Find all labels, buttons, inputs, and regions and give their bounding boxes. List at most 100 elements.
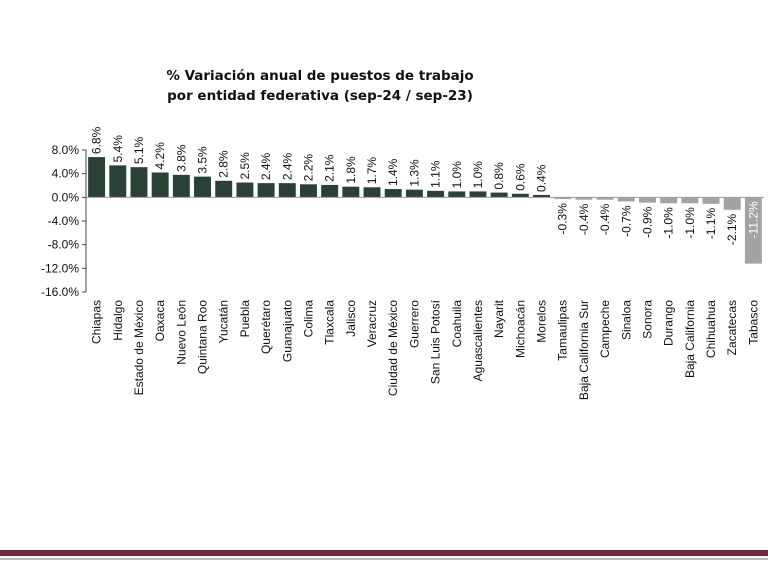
bar [130, 167, 148, 198]
bar [490, 192, 508, 198]
data-label: 3.5% [196, 146, 210, 174]
footer-band [0, 550, 768, 556]
category-label: Nayarit [492, 299, 506, 338]
bar [342, 186, 360, 198]
category-label: Sinaloa [619, 300, 633, 340]
bar [384, 189, 402, 198]
y-tick-label: -8.0% [48, 238, 80, 252]
data-label: -11.2% [746, 201, 760, 238]
category-label: Michoacán [513, 300, 527, 358]
data-label: 1.7% [365, 157, 379, 185]
bar [723, 197, 741, 210]
data-label: 6.8% [90, 126, 104, 154]
data-label: -0.7% [619, 205, 633, 237]
data-label: 2.8% [217, 150, 231, 178]
data-label: -1.0% [683, 207, 697, 239]
chart-title-line-1: % Variación anual de puestos de trabajo [166, 68, 474, 84]
category-label: Tamaulipas [556, 300, 570, 361]
category-label: Tabasco [746, 300, 760, 345]
bar [215, 180, 233, 198]
category-label: Veracruz [365, 300, 379, 347]
category-label: San Luis Potosí [429, 299, 443, 384]
category-label: Oaxaca [153, 300, 167, 342]
bar [596, 197, 614, 200]
bar [511, 193, 529, 198]
category-label: Baja California Sur [577, 300, 591, 400]
data-label: 3.8% [174, 144, 188, 172]
data-label: 1.4% [386, 158, 400, 186]
y-tick-label: 4.0% [52, 167, 80, 181]
bar [744, 197, 762, 264]
bar [172, 174, 190, 198]
category-label: Colima [301, 300, 315, 338]
data-label: 1.0% [471, 161, 485, 189]
bar [109, 165, 127, 198]
data-label: 1.1% [429, 160, 443, 188]
bar [554, 197, 572, 200]
category-label: Campeche [598, 300, 612, 358]
bar [363, 187, 381, 198]
category-label: Coahuila [450, 300, 464, 348]
bar [702, 197, 720, 204]
bar [448, 191, 466, 198]
bar [321, 184, 339, 198]
chart-title: % Variación anual de puestos de trabajo … [150, 66, 490, 106]
category-label: Querétaro [259, 300, 273, 354]
category-label: Guanajuato [280, 300, 294, 362]
category-label: Baja California [683, 300, 697, 378]
bar [257, 183, 275, 198]
data-label: 0.4% [535, 164, 549, 192]
y-tick-label: -4.0% [48, 214, 80, 228]
bar [575, 197, 593, 200]
bar [405, 189, 423, 198]
y-tick-label: 8.0% [52, 143, 80, 157]
y-tick-label: -16.0% [41, 285, 79, 299]
data-label: 2.4% [280, 152, 294, 180]
category-label: Zacatecas [725, 300, 739, 355]
bar [194, 176, 212, 198]
category-label: Chiapas [90, 300, 104, 344]
category-label: Chihuahua [704, 300, 718, 358]
category-label: Durango [662, 300, 676, 346]
category-label: Sonora [640, 300, 654, 339]
data-label: -0.3% [556, 203, 570, 235]
data-label: -0.4% [598, 203, 612, 235]
data-label: -1.1% [704, 208, 718, 240]
data-label: -0.4% [577, 203, 591, 235]
bar [660, 197, 678, 204]
bar [681, 197, 699, 204]
category-label: Yucatán [217, 300, 231, 343]
footer-line [0, 558, 768, 560]
data-label: -0.9% [640, 206, 654, 238]
bar [469, 191, 487, 198]
data-label: -1.0% [662, 207, 676, 239]
data-label: -2.1% [725, 213, 739, 245]
category-label: Jalisco [344, 300, 358, 337]
data-label: 2.2% [301, 154, 315, 182]
category-label: Guerrero [407, 300, 421, 348]
category-label: Estado de México [132, 300, 146, 396]
chart-title-line-2: por entidad federativa (sep-24 / sep-23) [167, 88, 473, 104]
bar [617, 197, 635, 202]
data-label: 5.1% [132, 136, 146, 164]
category-label: Puebla [238, 300, 252, 338]
data-label: 5.4% [111, 135, 125, 163]
category-label: Morelos [535, 300, 549, 343]
category-label: Hidalgo [111, 300, 125, 341]
bar [151, 172, 169, 198]
data-label: 4.2% [153, 142, 167, 170]
bar [88, 157, 106, 198]
data-label: 2.4% [259, 152, 273, 180]
data-label: 0.8% [492, 162, 506, 190]
category-label: Ciudad de México [386, 300, 400, 396]
data-label: 0.6% [513, 163, 527, 191]
y-tick-label: -12.0% [41, 261, 79, 275]
bar [278, 183, 296, 198]
bar [427, 190, 445, 198]
data-label: 1.3% [407, 159, 421, 187]
bar [299, 184, 317, 198]
data-label: 1.8% [344, 156, 358, 184]
category-label: Nuevo León [174, 300, 188, 365]
bar [236, 182, 254, 198]
